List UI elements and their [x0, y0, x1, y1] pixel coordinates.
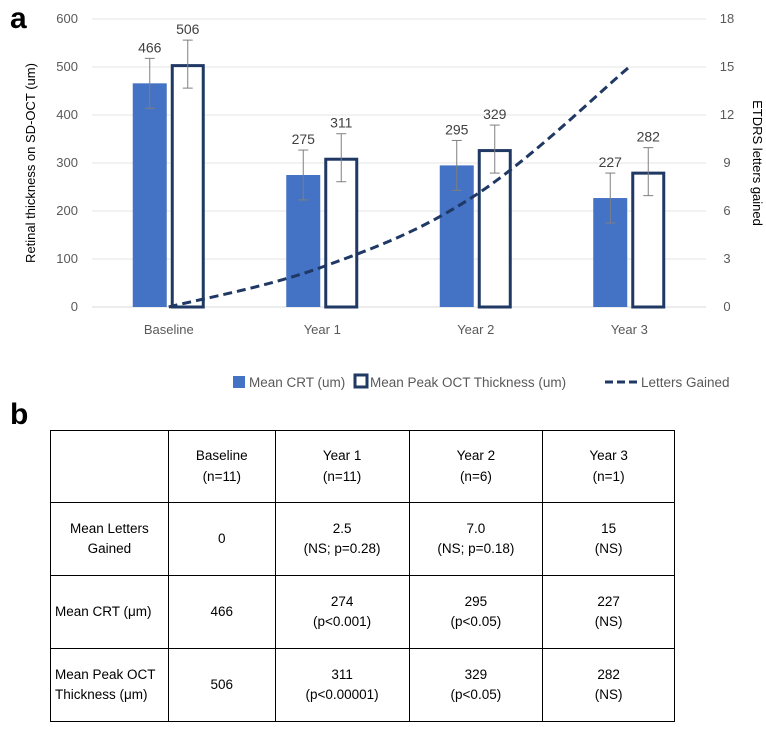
summary-table: Baseline (n=11) Year 1 (n=11) Year 2 (n=6) … [50, 430, 675, 722]
table-cell: 506 [167, 648, 276, 722]
table-cell: 0 [167, 502, 276, 576]
peak-bar [170, 64, 205, 309]
category-label: Year 3 [611, 322, 648, 337]
table-cell: 274 (p<0.001) [274, 575, 410, 649]
y-axis-label: Retinal thickness on SD-OCT (um) [23, 63, 38, 263]
combo-chart: 0 100 200 300 400 500 600 0 3 6 9 12 15 18 466 506 275… [23, 11, 765, 390]
category-labels: Baseline Year 1 Year 2 Year 3 [144, 322, 648, 337]
category-label: Year 2 [457, 322, 494, 337]
table-header-cell: Year 3 (n=1) [542, 430, 675, 503]
peak-data-label: 329 [483, 106, 507, 122]
table-cell: 329 (p<0.05) [408, 648, 544, 722]
legend-label-peak: Mean Peak OCT Thickness (um) [370, 375, 566, 390]
left-axis-ticks: 0 100 200 300 400 500 600 [56, 11, 78, 314]
table-cell: 466 [167, 575, 276, 649]
table-header-cell: Year 1 (n=11) [274, 430, 410, 503]
y-tick-label: 100 [56, 251, 78, 266]
letters-gained-line [168, 65, 631, 309]
table-cell: 15 (NS) [542, 502, 675, 576]
row-label: Mean Peak OCT Thickness (μm) [50, 648, 169, 722]
peak-data-label: 311 [330, 115, 353, 131]
y2-tick-label: 15 [720, 59, 734, 74]
letters-line [168, 65, 631, 309]
y-tick-label: 400 [56, 107, 78, 122]
table-cell: 227 (NS) [542, 575, 675, 649]
table-cell: 311 (p<0.00001) [274, 648, 410, 722]
y2-tick-label: 18 [720, 11, 734, 26]
y-tick-label: 200 [56, 203, 78, 218]
legend-swatch-crt [233, 376, 245, 388]
table-row: Mean Peak OCT Thickness (μm) 506 311 (p<0.… [50, 648, 675, 722]
row-label: Mean Letters Gained [50, 502, 169, 576]
crt-data-label: 275 [292, 131, 316, 147]
legend-label-letters: Letters Gained [641, 375, 730, 390]
y-tick-label: 0 [71, 299, 78, 314]
table-row: Mean Letters Gained 0 2.5 (NS; p=0.28) 7.0… [50, 502, 675, 576]
table-header-cell: Year 2 (n=6) [408, 430, 544, 503]
table-cell: 282 (NS) [542, 648, 675, 722]
category-label: Year 1 [304, 322, 341, 337]
peak-data-label: 282 [637, 129, 661, 145]
y2-tick-label: 3 [723, 251, 730, 266]
panel-b-label: b [10, 398, 29, 431]
table-row: Mean CRT (μm) 466 274 (p<0.001) 295 (p<0.0… [50, 575, 675, 649]
y2-tick-label: 0 [723, 299, 730, 314]
legend: Mean CRT (um) Mean Peak OCT Thickness (u… [233, 373, 730, 390]
y-tick-label: 300 [56, 155, 78, 170]
category-label: Baseline [144, 322, 194, 337]
y2-tick-label: 9 [723, 155, 730, 170]
legend-label-crt: Mean CRT (um) [249, 375, 345, 390]
crt-data-label: 227 [599, 154, 623, 170]
table-header-row: Baseline (n=11) Year 1 (n=11) Year 2 (n=6) … [50, 430, 675, 503]
table-header-cell: Baseline (n=11) [167, 430, 276, 503]
table-cell: 295 (p<0.05) [408, 575, 544, 649]
y-tick-label: 500 [56, 59, 78, 74]
crt-data-label: 295 [445, 121, 469, 137]
legend-swatch-peak [353, 373, 369, 389]
bars [132, 39, 666, 309]
crt-bar [132, 83, 167, 307]
right-axis-ticks: 0 3 6 9 12 15 18 [720, 11, 734, 314]
y2-tick-label: 12 [720, 107, 734, 122]
row-label: Mean CRT (μm) [50, 575, 169, 649]
peak-data-label: 506 [176, 21, 200, 37]
table-cell: 7.0 (NS; p=0.18) [408, 502, 544, 576]
table-cell: 2.5 (NS; p=0.28) [274, 502, 410, 576]
crt-data-label: 466 [138, 39, 162, 55]
data-labels: 466 506 275 311 295 329 227 282 [138, 21, 660, 170]
y-tick-label: 600 [56, 11, 78, 26]
table-header-cell [50, 430, 169, 503]
y2-axis-label: ETDRS letters gained [750, 100, 765, 226]
y2-tick-label: 6 [723, 203, 730, 218]
panel-a-label: a [10, 2, 27, 35]
